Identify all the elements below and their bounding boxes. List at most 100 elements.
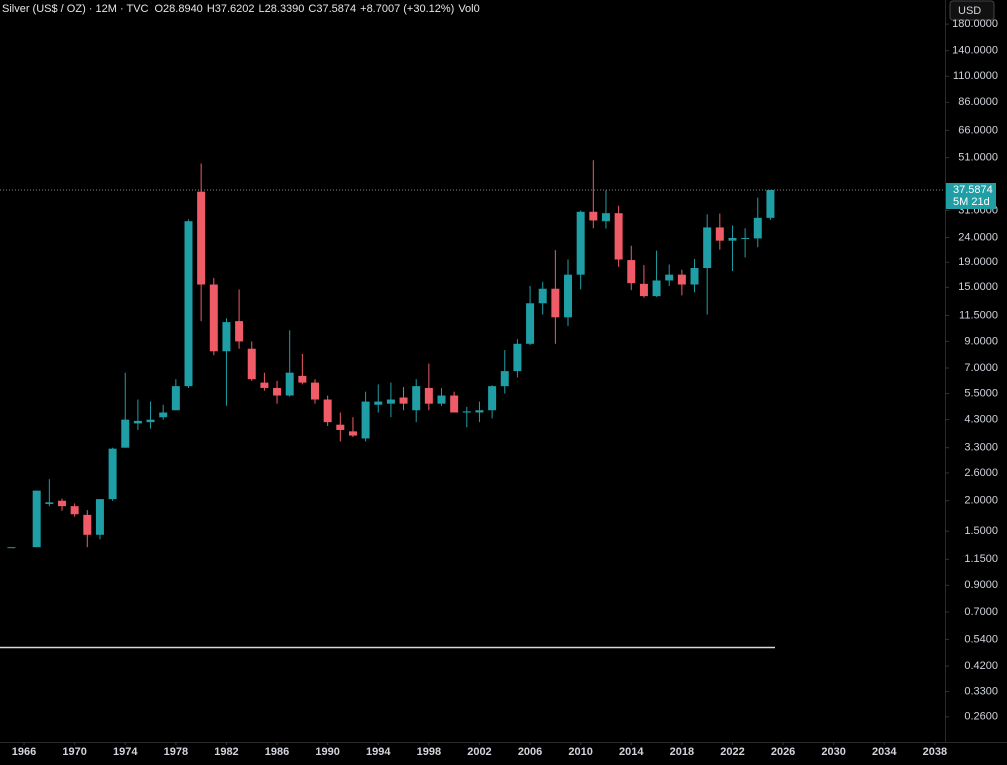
x-tick-label: 1994	[366, 746, 391, 758]
candle-body	[298, 375, 307, 383]
x-tick-label: 2010	[568, 746, 592, 758]
currency-label[interactable]: USD	[958, 5, 981, 17]
x-tick-label: 2026	[771, 746, 795, 758]
candle-body	[766, 190, 775, 218]
candle-body	[260, 382, 269, 388]
y-tick-label: 0.3300	[964, 685, 998, 697]
candle-body	[374, 401, 383, 405]
y-tick-label: 2.0000	[964, 495, 998, 507]
x-tick-label: 2038	[923, 746, 947, 758]
candle-body	[171, 386, 180, 411]
candle-body	[450, 395, 459, 413]
x-tick-label: 1978	[164, 746, 188, 758]
candle-body	[361, 401, 370, 439]
candle-body	[323, 399, 332, 423]
x-tick-label: 1982	[214, 746, 238, 758]
x-tick-label: 1966	[12, 746, 36, 758]
candle-body	[45, 502, 54, 504]
last-price-box	[946, 183, 996, 210]
candle-body	[424, 387, 433, 404]
x-tick-label: 1986	[265, 746, 289, 758]
y-tick-label: 66.0000	[958, 124, 998, 136]
chart-title: Silver (US$ / OZ) · 12M · TVC	[2, 3, 149, 15]
chart-header: Silver (US$ / OZ) · 12M · TVC O28.8940 H37…	[2, 3, 480, 15]
candle-body	[222, 322, 231, 352]
candle-body	[32, 490, 41, 548]
y-tick-label: 0.2600	[964, 711, 998, 723]
legend-value: L28.3390	[259, 3, 305, 15]
candle-body	[690, 267, 699, 285]
candle-body	[311, 382, 319, 400]
candle-body	[526, 303, 535, 344]
y-tick-label: 0.9000	[964, 579, 998, 591]
candle-body	[386, 399, 395, 404]
x-tick-label: 2006	[518, 746, 542, 758]
candle-body	[159, 412, 168, 418]
y-tick-label: 51.0000	[958, 152, 998, 164]
candle-body	[133, 420, 142, 424]
candle-body	[273, 387, 282, 396]
legend-value: O28.8940	[154, 3, 202, 15]
candle-body	[70, 506, 79, 515]
candle-body	[652, 280, 661, 297]
x-tick-label: 2022	[720, 746, 744, 758]
y-tick-label: 180.0000	[952, 18, 998, 30]
x-tick-label: 1974	[113, 746, 138, 758]
y-tick-label: 15.0000	[958, 281, 998, 293]
y-tick-label: 24.0000	[958, 231, 998, 243]
y-tick-label: 1.5000	[964, 525, 998, 537]
candle-body	[513, 343, 522, 372]
candle-body	[601, 213, 610, 222]
candle-body	[665, 274, 674, 281]
candle-body	[121, 419, 130, 448]
candle-body	[488, 386, 497, 411]
candle-body	[348, 431, 357, 436]
y-tick-label: 19.0000	[958, 256, 998, 268]
candle-body	[589, 211, 598, 221]
candle-body	[285, 372, 294, 396]
y-tick-label: 140.0000	[952, 45, 998, 57]
candle-body	[83, 514, 92, 535]
x-tick-label: 2014	[619, 746, 644, 758]
candle-body	[614, 213, 623, 260]
candle-body	[500, 371, 509, 387]
y-tick-label: 4.3000	[964, 414, 998, 426]
candle-body	[677, 274, 686, 285]
candle-body	[95, 499, 104, 535]
y-tick-label: 0.5400	[964, 633, 998, 645]
y-tick-label: 3.3000	[964, 442, 998, 454]
candle-body	[247, 348, 256, 380]
candle-body	[399, 397, 408, 404]
x-tick-label: 2034	[872, 746, 897, 758]
candle-body	[7, 547, 16, 549]
candle-body	[209, 284, 218, 352]
y-tick-label: 5.5000	[964, 387, 998, 399]
candle-body	[741, 237, 750, 239]
candle-body	[576, 211, 585, 275]
candle-body	[108, 448, 117, 500]
bar-countdown: 5M 21d	[953, 196, 990, 208]
candle-body	[564, 274, 573, 318]
x-tick-label: 2002	[467, 746, 491, 758]
candle-body	[475, 410, 484, 413]
y-tick-label: 9.0000	[964, 335, 998, 347]
y-tick-label: 11.5000	[959, 309, 998, 321]
y-tick-label: 7.0000	[964, 362, 998, 374]
legend-value: Vol0	[458, 3, 479, 15]
x-tick-label: 1970	[62, 746, 86, 758]
candle-body	[336, 424, 345, 430]
candle-body	[639, 283, 648, 297]
candle-body	[57, 500, 66, 507]
y-tick-label: 86.0000	[958, 96, 998, 108]
y-tick-label: 2.6000	[964, 467, 998, 479]
candle-body	[627, 260, 636, 284]
x-tick-label: 1998	[417, 746, 441, 758]
legend-value: C37.5874	[308, 3, 356, 15]
candle-body	[728, 237, 737, 241]
y-tick-label: 110.0000	[953, 70, 998, 82]
candle-body	[703, 227, 712, 268]
currency-button[interactable]	[949, 0, 995, 21]
